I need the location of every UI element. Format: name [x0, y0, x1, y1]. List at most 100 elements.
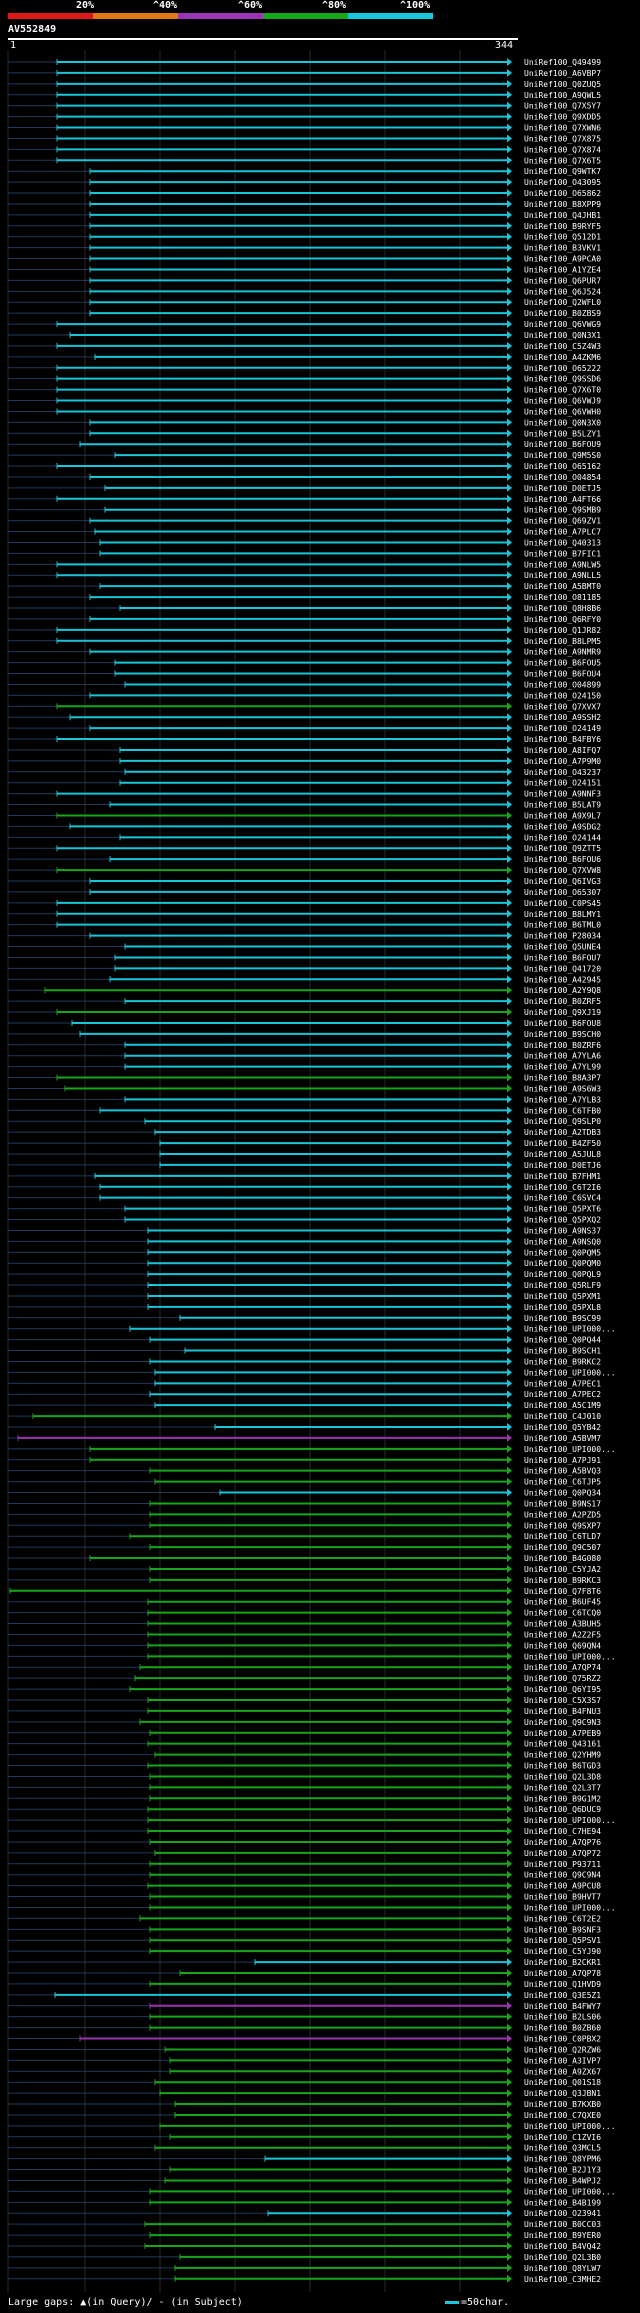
- hit-accession-link[interactable]: UniRef100_Q01S18: [524, 2078, 601, 2087]
- hit-row[interactable]: UniRef100_B8LPM5: [8, 636, 601, 646]
- hit-accession-link[interactable]: UniRef100_D0ETJ5: [524, 484, 601, 493]
- hit-row[interactable]: UniRef100_B8A3P7: [8, 1073, 601, 1083]
- hit-row[interactable]: UniRef100_Q2WFL0: [8, 298, 601, 307]
- hit-row[interactable]: UniRef100_UPI000...: [8, 1444, 616, 1454]
- hit-accession-link[interactable]: UniRef100_O81185: [524, 593, 601, 602]
- hit-row[interactable]: UniRef100_B2J1Y3: [8, 2165, 601, 2175]
- hit-row[interactable]: UniRef100_O24150: [8, 691, 601, 700]
- hit-row[interactable]: UniRef100_B6FOU9: [8, 440, 601, 449]
- hit-row[interactable]: UniRef100_A5BMT0: [8, 582, 601, 591]
- hit-accession-link[interactable]: UniRef100_A8IFQ7: [524, 746, 601, 755]
- hit-row[interactable]: UniRef100_A7QP78: [8, 1969, 601, 1978]
- hit-accession-link[interactable]: UniRef100_A9X9L7: [524, 811, 601, 820]
- hit-row[interactable]: UniRef100_C6T2I6: [8, 1182, 601, 1192]
- hit-accession-link[interactable]: UniRef100_A3IVP7: [524, 2056, 601, 2065]
- hit-accession-link[interactable]: UniRef100_B4G080: [524, 1554, 601, 1563]
- hit-row[interactable]: UniRef100_A9ZX67: [8, 2067, 601, 2076]
- hit-row[interactable]: UniRef100_B6TML0: [8, 920, 601, 930]
- hit-row[interactable]: UniRef100_O65222: [8, 363, 601, 373]
- hit-row[interactable]: UniRef100_C6TCQ0: [8, 1608, 601, 1618]
- hit-accession-link[interactable]: UniRef100_B9G1M2: [524, 1794, 601, 1803]
- hit-row[interactable]: UniRef100_A9NSQ0: [8, 1237, 601, 1246]
- hit-accession-link[interactable]: UniRef100_Q2L3B0: [524, 2253, 601, 2262]
- hit-accession-link[interactable]: UniRef100_B9RKC2: [524, 1357, 601, 1366]
- hit-accession-link[interactable]: UniRef100_Q5UNE4: [524, 943, 601, 952]
- hit-accession-link[interactable]: UniRef100_C0PBX2: [524, 2035, 601, 2044]
- hit-accession-link[interactable]: UniRef100_Q0PQ34: [524, 1489, 601, 1498]
- hit-accession-link[interactable]: UniRef100_B8LPM5: [524, 637, 601, 646]
- hit-accession-link[interactable]: UniRef100_Q5PXQ2: [524, 1216, 601, 1225]
- hit-accession-link[interactable]: UniRef100_A2PZD5: [524, 1510, 601, 1519]
- hit-row[interactable]: UniRef100_Q0ZUQ5: [8, 79, 601, 89]
- hit-row[interactable]: UniRef100_A2Y9Q8: [8, 986, 601, 995]
- hit-row[interactable]: UniRef100_Q6DUC9: [8, 1805, 601, 1814]
- hit-row[interactable]: UniRef100_Q7X6T0: [8, 385, 601, 395]
- hit-row[interactable]: UniRef100_O81185: [8, 593, 601, 602]
- hit-row[interactable]: UniRef100_B6FOU7: [8, 953, 601, 962]
- hit-row[interactable]: UniRef100_Q5PXM1: [8, 1291, 601, 1301]
- hit-accession-link[interactable]: UniRef100_Q6DUC9: [524, 1805, 601, 1814]
- hit-row[interactable]: UniRef100_O04899: [8, 680, 601, 689]
- hit-accession-link[interactable]: UniRef100_B6TGD3: [524, 1762, 601, 1771]
- hit-accession-link[interactable]: UniRef100_A9S6W3: [524, 1084, 601, 1093]
- hit-row[interactable]: UniRef100_B4FNU3: [8, 1706, 601, 1716]
- hit-accession-link[interactable]: UniRef100_A7P9M0: [524, 757, 601, 766]
- hit-row[interactable]: UniRef100_C4J010: [8, 1412, 601, 1421]
- hit-accession-link[interactable]: UniRef100_A6VBP7: [524, 69, 601, 78]
- hit-accession-link[interactable]: UniRef100_UPI000...: [524, 2122, 616, 2131]
- hit-accession-link[interactable]: UniRef100_B6FOU9: [524, 440, 601, 449]
- hit-accession-link[interactable]: UniRef100_A2TDB3: [524, 1128, 601, 1137]
- hit-accession-link[interactable]: UniRef100_Q0N3X1: [524, 331, 601, 340]
- hit-accession-link[interactable]: UniRef100_UPI000...: [524, 1652, 616, 1661]
- hit-accession-link[interactable]: UniRef100_A5BVQ3: [524, 1467, 601, 1476]
- hit-row[interactable]: UniRef100_B2LS06: [8, 2012, 601, 2022]
- hit-accession-link[interactable]: UniRef100_Q6VWG9: [524, 320, 601, 329]
- hit-accession-link[interactable]: UniRef100_O24149: [524, 724, 601, 733]
- hit-accession-link[interactable]: UniRef100_C4J010: [524, 1412, 601, 1421]
- hit-row[interactable]: UniRef100_Q7X875: [8, 134, 601, 143]
- hit-row[interactable]: UniRef100_B9SCH0: [8, 1029, 601, 1039]
- hit-accession-link[interactable]: UniRef100_A9NLW5: [524, 560, 601, 569]
- hit-row[interactable]: UniRef100_B9SC99: [8, 1313, 601, 1323]
- hit-row[interactable]: UniRef100_C0PBX2: [8, 2034, 601, 2044]
- hit-accession-link[interactable]: UniRef100_B7FHM1: [524, 1172, 601, 1181]
- hit-accession-link[interactable]: UniRef100_B9RKC3: [524, 1576, 601, 1585]
- hit-row[interactable]: UniRef100_A7QP72: [8, 1848, 601, 1858]
- hit-accession-link[interactable]: UniRef100_Q9M5S0: [524, 451, 601, 460]
- hit-accession-link[interactable]: UniRef100_Q6RFY0: [524, 615, 601, 624]
- hit-accession-link[interactable]: UniRef100_Q7XWN6: [524, 124, 601, 133]
- hit-accession-link[interactable]: UniRef100_A4FT66: [524, 495, 601, 504]
- hit-row[interactable]: UniRef100_B7KXB0: [8, 2100, 601, 2109]
- hit-accession-link[interactable]: UniRef100_B9HVT7: [524, 1893, 601, 1902]
- hit-accession-link[interactable]: UniRef100_Q7X875: [524, 134, 601, 143]
- hit-row[interactable]: UniRef100_A7YLA6: [8, 1051, 601, 1061]
- hit-accession-link[interactable]: UniRef100_Q1HVD9: [524, 1980, 601, 1989]
- hit-accession-link[interactable]: UniRef100_B0ZRF5: [524, 997, 601, 1006]
- hit-row[interactable]: UniRef100_Q0PQM5: [8, 1248, 601, 1257]
- hit-accession-link[interactable]: UniRef100_Q0N3X0: [524, 418, 601, 427]
- hit-accession-link[interactable]: UniRef100_Q5RLF9: [524, 1281, 601, 1290]
- hit-row[interactable]: UniRef100_A7PEC1: [8, 1379, 601, 1388]
- hit-row[interactable]: UniRef100_Q9SLP0: [8, 1117, 601, 1126]
- hit-row[interactable]: UniRef100_Q41720: [8, 964, 601, 973]
- hit-row[interactable]: UniRef100_Q2L3T7: [8, 1783, 601, 1792]
- hit-accession-link[interactable]: UniRef100_A9NLL5: [524, 571, 601, 580]
- hit-accession-link[interactable]: UniRef100_A4ZKM6: [524, 353, 601, 362]
- hit-row[interactable]: UniRef100_Q01S18: [8, 2078, 601, 2087]
- hit-row[interactable]: UniRef100_Q0PQL9: [8, 1270, 601, 1279]
- hit-accession-link[interactable]: UniRef100_Q43161: [524, 1740, 601, 1749]
- hit-row[interactable]: UniRef100_Q49499: [8, 58, 601, 67]
- hit-row[interactable]: UniRef100_A6VBP7: [8, 68, 601, 78]
- hit-accession-link[interactable]: UniRef100_Q0PQL9: [524, 1270, 601, 1279]
- hit-row[interactable]: UniRef100_Q9C9N4: [8, 1870, 601, 1880]
- hit-row[interactable]: UniRef100_B9RKC2: [8, 1357, 601, 1366]
- hit-row[interactable]: UniRef100_A5BVM7: [8, 1433, 601, 1443]
- hit-accession-link[interactable]: UniRef100_Q9XJ19: [524, 1008, 601, 1017]
- hit-accession-link[interactable]: UniRef100_UPI000...: [524, 1816, 616, 1825]
- hit-row[interactable]: UniRef100_B4FWY7: [8, 2001, 601, 2011]
- hit-row[interactable]: UniRef100_Q2YHM9: [8, 1750, 601, 1760]
- hit-accession-link[interactable]: UniRef100_A5JUL8: [524, 1150, 601, 1159]
- hit-accession-link[interactable]: UniRef100_O65862: [524, 189, 601, 198]
- hit-accession-link[interactable]: UniRef100_Q2L3T7: [524, 1783, 601, 1792]
- hit-accession-link[interactable]: UniRef100_C7HE94: [524, 1827, 601, 1836]
